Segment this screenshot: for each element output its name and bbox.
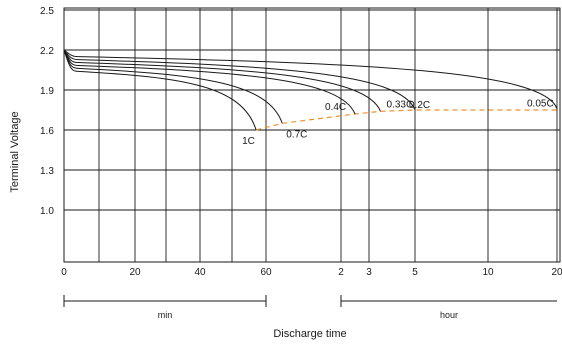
- discharge-curve-0_7C: [63, 49, 283, 124]
- curve-label: 1C: [242, 136, 255, 147]
- cutoff-voltage-line: [255, 109, 557, 131]
- x-tick-label: 0: [61, 267, 67, 278]
- x-tick-label: 20: [551, 267, 562, 278]
- discharge-curve-0_4C: [63, 49, 356, 115]
- discharge-curves: [63, 49, 558, 131]
- curve-label: 0.2C: [409, 100, 430, 111]
- y-tick-label: 2.5: [40, 6, 54, 17]
- discharge-curve-1C: [63, 49, 257, 131]
- y-tick-label: 1.9: [40, 86, 54, 97]
- y-tick-label: 1.0: [40, 206, 54, 217]
- curve-label: 0.7C: [286, 129, 307, 140]
- range-label-hour: hour: [440, 310, 458, 320]
- curve-label: 0.33C: [387, 99, 414, 110]
- x-axis-title: Discharge time: [273, 328, 346, 340]
- tick-labels: 2.5 2.2 1.9 1.6 1.3 1.0 0 20 40 60 2 3 5 10 20: [40, 6, 562, 278]
- x-tick-label: 60: [260, 267, 272, 278]
- cutoff-dashed-line: [255, 109, 557, 131]
- x-tick-label: 2: [338, 267, 344, 278]
- x-tick-label: 40: [194, 267, 206, 278]
- y-tick-label: 1.6: [40, 126, 54, 137]
- x-tick-label: 10: [482, 267, 494, 278]
- discharge-curve-0_2C: [63, 49, 416, 111]
- curve-label: 0.4C: [325, 102, 346, 113]
- y-tick-label: 2.2: [40, 46, 54, 57]
- discharge-curve-0_05C: [63, 49, 558, 109]
- curve-label: 0.05C: [527, 99, 554, 110]
- y-tick-label: 1.3: [40, 166, 54, 177]
- y-axis-title: Terminal Voltage: [9, 111, 21, 192]
- x-tick-label: 5: [412, 267, 418, 278]
- discharge-curve-0_33C: [63, 49, 381, 112]
- range-label-min: min: [158, 310, 173, 320]
- x-tick-label: 20: [129, 267, 141, 278]
- plot-frame: [63, 7, 561, 263]
- x-tick-label: 3: [366, 267, 372, 278]
- time-ranges: min hour: [63, 295, 557, 320]
- grid: [63, 7, 561, 263]
